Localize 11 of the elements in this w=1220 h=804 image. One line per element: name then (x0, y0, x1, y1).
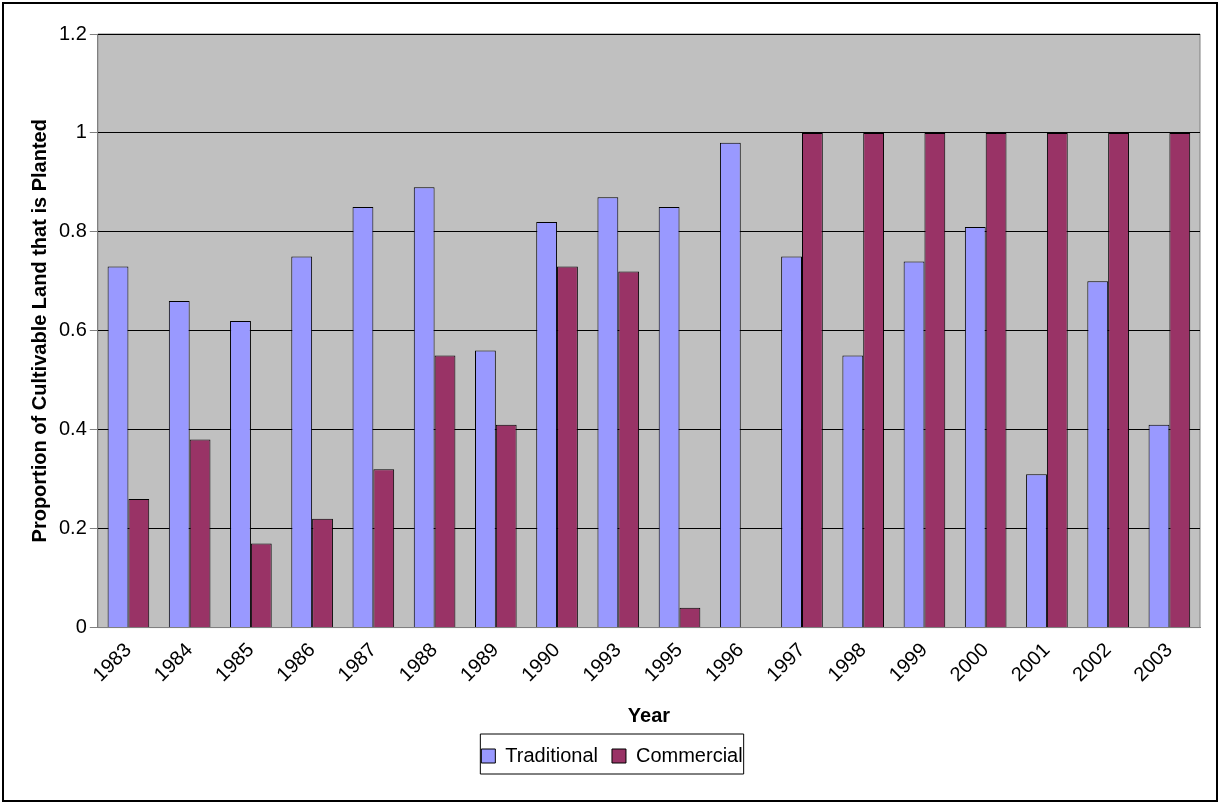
y-axis-title: Proportion of Cultivable Land that is Planted (27, 119, 50, 543)
legend-label: Traditional (505, 743, 598, 766)
y-tick-label: 0 (75, 615, 87, 638)
y-tick-label: 0.8 (58, 219, 87, 242)
x-axis-title: Year (627, 703, 671, 726)
y-tick-label: 0.6 (58, 318, 87, 341)
legend-label: Commercial (635, 743, 743, 766)
y-tick-label: 1 (75, 120, 87, 143)
y-tick-label: 0.2 (58, 516, 87, 539)
y-tick-label: 1.2 (58, 21, 87, 44)
y-tick-label: 0.4 (58, 417, 87, 440)
